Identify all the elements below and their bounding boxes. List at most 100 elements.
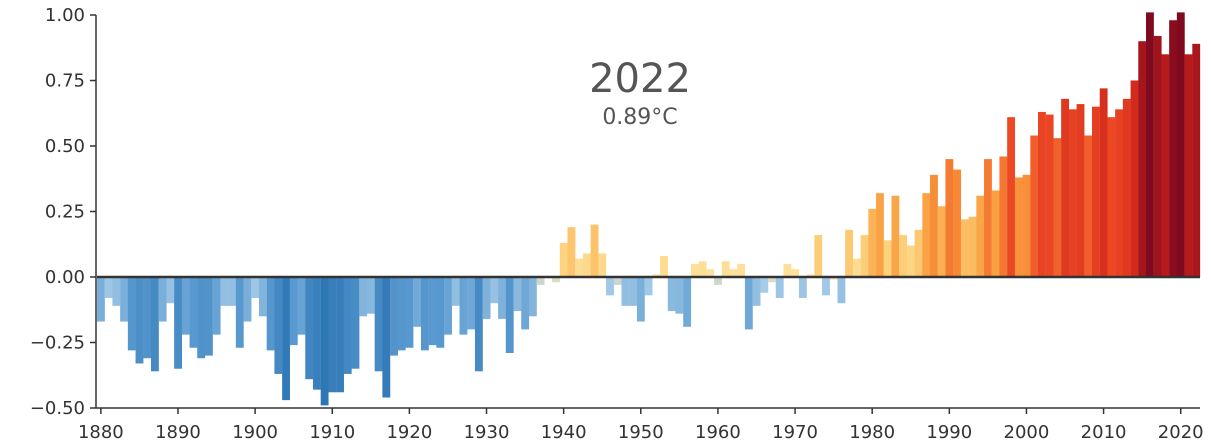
bar-1964 (744, 277, 753, 330)
bar-1965 (752, 277, 761, 306)
bar-1987 (922, 193, 931, 277)
bar-1962 (729, 269, 738, 277)
bar-2001 (1030, 135, 1039, 277)
bar-1897 (228, 277, 236, 306)
bar-1982 (883, 240, 892, 277)
bar-1959 (706, 269, 715, 277)
bar-2007 (1076, 104, 1085, 277)
bar-1909 (320, 277, 329, 406)
x-tick-label: 1940 (541, 422, 587, 443)
x-tick-label: 2010 (1081, 422, 1127, 443)
bar-1944 (590, 224, 599, 277)
bar-2000 (1022, 174, 1031, 277)
bar-1892 (189, 277, 198, 348)
bar-1924 (436, 277, 445, 348)
bar-1898 (235, 277, 244, 348)
bar-1888 (158, 277, 167, 322)
x-tick-label: 1970 (772, 422, 818, 443)
bar-2004 (1053, 138, 1062, 277)
bar-1885 (135, 277, 144, 364)
y-tick-label: 0.75 (45, 71, 85, 92)
bar-1988 (930, 174, 938, 277)
x-tick-label: 1930 (464, 422, 510, 443)
bar-1914 (359, 277, 368, 317)
bar-1945 (598, 253, 607, 277)
bar-2022 (1192, 43, 1201, 277)
bar-1923 (428, 277, 437, 346)
y-tick-label: 0.00 (45, 267, 85, 288)
bar-1889 (166, 277, 175, 304)
bar-1908 (312, 277, 321, 390)
bar-1904 (282, 277, 290, 401)
bar-1921 (413, 277, 422, 327)
y-tick-label: −0.50 (30, 398, 85, 419)
bar-1977 (845, 229, 854, 277)
bar-1954 (667, 277, 676, 312)
bar-1931 (490, 277, 499, 304)
x-axis-ticks: 1880 1890 1900 1910 1920 1930 1940 1950 1960 1970… (78, 408, 1204, 443)
bar-1906 (297, 277, 306, 335)
bar-1998 (1007, 117, 1016, 278)
y-tick-label: 0.25 (45, 202, 85, 223)
bar-1907 (305, 277, 314, 380)
bar-1895 (212, 277, 221, 335)
bar-1910 (328, 277, 337, 393)
bar-1997 (999, 156, 1008, 277)
bar-1992 (960, 219, 969, 277)
x-tick-label: 1980 (849, 422, 895, 443)
bar-1961 (721, 261, 730, 277)
bar-1971 (798, 277, 807, 298)
bar-1951 (644, 277, 653, 296)
bar-1882 (112, 277, 121, 306)
bar-1966 (760, 277, 769, 293)
bar-1939 (552, 277, 560, 283)
bar-1976 (837, 277, 846, 304)
bar-1980 (868, 208, 877, 277)
bar-1949 (629, 277, 638, 306)
bar-2011 (1107, 117, 1116, 278)
bar-1942 (575, 258, 584, 277)
bar-1905 (289, 277, 298, 346)
bar-1886 (143, 277, 152, 359)
bar-1916 (374, 277, 383, 372)
bar-1983 (891, 195, 900, 277)
x-tick-label: 1910 (309, 422, 355, 443)
bar-1955 (675, 277, 684, 314)
bar-2013 (1122, 98, 1131, 277)
x-tick-label: 1880 (78, 422, 124, 443)
bar-1984 (899, 235, 908, 277)
bar-1932 (498, 277, 506, 319)
bar-1941 (567, 227, 576, 277)
x-tick-label: 1950 (618, 422, 664, 443)
bar-1995 (984, 159, 992, 277)
x-tick-label: 1900 (232, 422, 278, 443)
bar-1990 (945, 159, 954, 277)
bar-1960 (714, 277, 722, 285)
bar-1994 (976, 195, 985, 277)
bar-1969 (783, 263, 792, 277)
bar-1936 (528, 277, 537, 317)
bar-1883 (120, 277, 128, 322)
bar-2018 (1161, 54, 1170, 277)
bar-1894 (204, 277, 213, 356)
bar-1929 (474, 277, 483, 372)
highlight-year-label: 2022 (589, 56, 691, 102)
bar-1975 (829, 277, 838, 280)
bar-1999 (1014, 177, 1023, 277)
bar-1993 (968, 216, 977, 277)
bar-1919 (397, 277, 406, 351)
bar-1970 (791, 269, 800, 277)
bar-2008 (1084, 135, 1093, 277)
bar-1950 (636, 277, 645, 322)
bar-1957 (690, 263, 699, 277)
bar-2014 (1130, 80, 1139, 277)
bar-1930 (482, 277, 491, 319)
y-tick-label: 0.50 (45, 136, 85, 157)
y-tick-label: −0.25 (30, 333, 85, 354)
bar-2010 (1099, 88, 1108, 277)
bar-1887 (150, 277, 159, 372)
bar-1974 (822, 277, 830, 296)
bar-1884 (127, 277, 136, 351)
bar-1900 (251, 277, 260, 298)
